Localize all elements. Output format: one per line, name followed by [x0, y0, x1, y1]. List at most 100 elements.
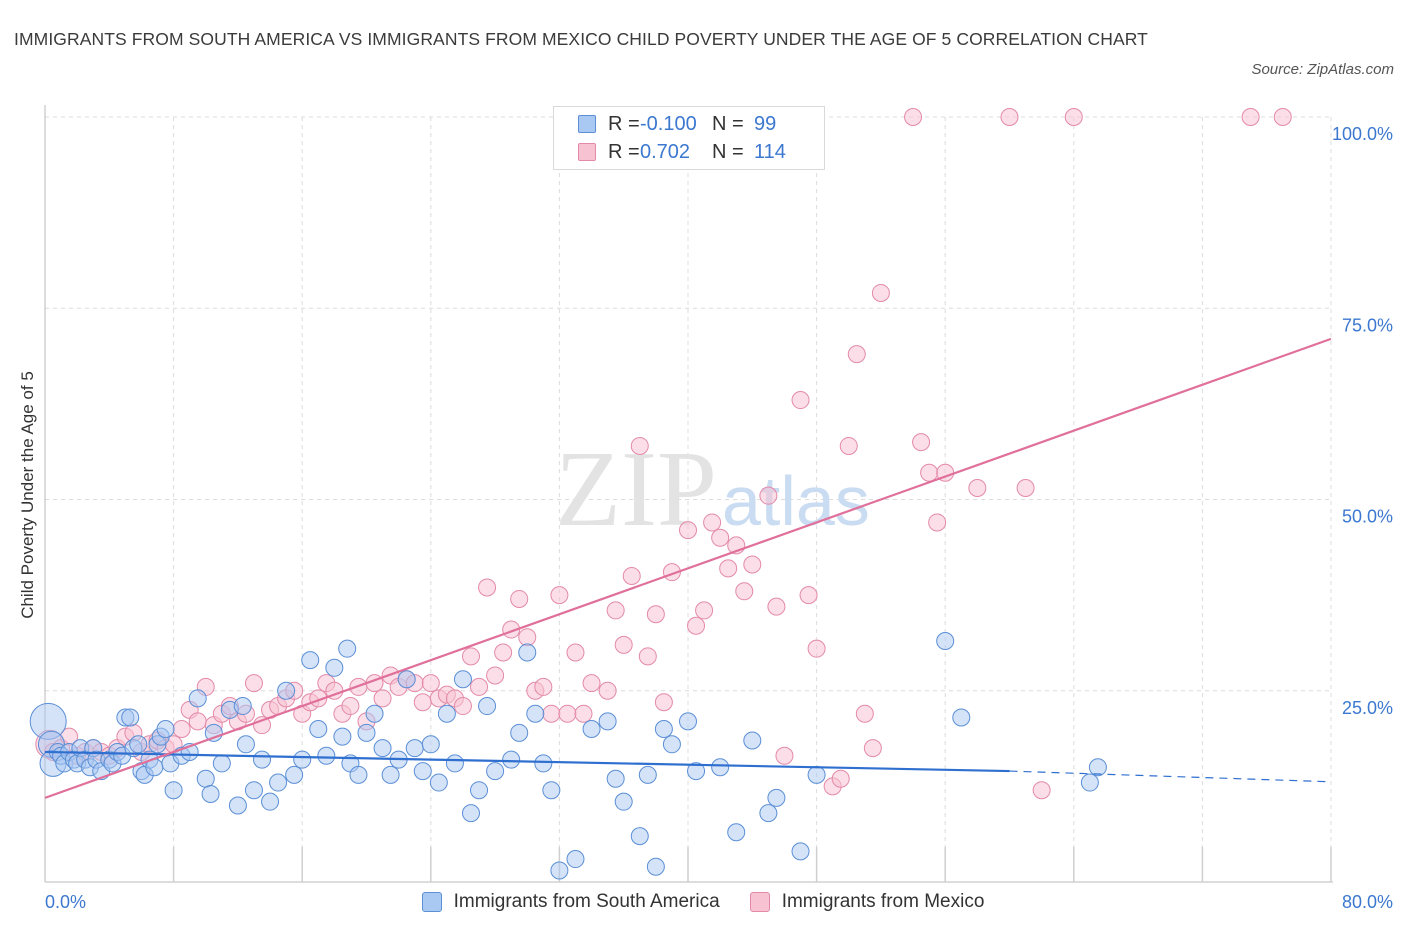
y-tick-label: 50.0%: [1342, 507, 1393, 527]
pink-swatch-icon: [749, 892, 770, 912]
south-america-point: [510, 723, 529, 742]
source-label: Source: ZipAtlas.com: [1251, 61, 1394, 78]
x-tick-label: 80.0%: [1342, 892, 1393, 912]
south-america-point: [253, 750, 272, 769]
mexico-point: [373, 689, 392, 708]
mexico-point: [743, 555, 762, 574]
trend-lines: [44, 337, 1332, 799]
south-america-point: [662, 735, 681, 754]
south-america-point: [309, 720, 328, 738]
mexico-point: [1000, 108, 1019, 126]
south-america-point: [478, 697, 497, 716]
stats-row-south-america: R = -0.100 N = 99: [578, 110, 776, 138]
south-america-point: [325, 658, 344, 677]
south-america-point: [317, 746, 336, 765]
south-america-point: [654, 720, 673, 738]
mexico-point: [1273, 108, 1292, 126]
mexico-point: [558, 704, 577, 723]
south-america-point: [461, 804, 480, 823]
mexico-point: [687, 616, 706, 635]
south-america-point: [614, 792, 633, 811]
n-value: 114: [754, 140, 786, 163]
mexico-point: [550, 586, 569, 605]
trend-line-south-america-extension: [1009, 770, 1332, 783]
mexico-point: [775, 746, 794, 765]
south-america-point: [338, 639, 357, 658]
mexico-point: [542, 704, 561, 723]
mexico-point: [912, 433, 931, 452]
mexico-point: [494, 643, 513, 662]
mexico-point: [920, 463, 939, 482]
mexico-point: [767, 597, 786, 616]
series-south-america-points: [29, 632, 1107, 880]
south-america-point: [598, 712, 617, 731]
mexico-point: [244, 674, 263, 693]
south-america-point: [679, 712, 697, 731]
mexico-point: [719, 559, 738, 578]
south-america-point: [606, 769, 625, 788]
south-america-point: [502, 750, 521, 769]
south-america-point: [381, 765, 400, 784]
mexico-point: [703, 513, 722, 532]
south-america-point: [156, 720, 175, 738]
south-america-point: [236, 735, 255, 754]
mexico-point: [534, 677, 553, 696]
south-america-point: [743, 731, 762, 750]
mexico-point: [470, 677, 489, 696]
south-america-point: [936, 632, 955, 651]
mexico-point: [968, 479, 987, 498]
y-tick-label: 100.0%: [1332, 124, 1393, 144]
south-america-point: [233, 697, 252, 716]
mexico-point: [518, 628, 537, 647]
tick-labels: 25.0% 50.0% 75.0% 100.0% 0.0% 80.0%: [45, 124, 1393, 912]
mexico-point: [341, 697, 360, 716]
mexico-point: [413, 693, 432, 712]
mexico-point: [574, 704, 593, 723]
mexico-point: [598, 681, 617, 700]
mexico-point: [421, 674, 440, 693]
legend-item-south-america[interactable]: Immigrants from South America: [421, 891, 720, 913]
mexico-point: [630, 436, 649, 455]
y-tick-label: 75.0%: [1342, 315, 1393, 335]
south-america-point: [373, 739, 392, 758]
south-america-point: [453, 670, 472, 689]
mexico-point: [759, 486, 778, 505]
mexico-point: [188, 712, 207, 731]
south-america-point: [526, 704, 545, 723]
south-america-point: [349, 765, 368, 784]
mexico-point: [646, 605, 665, 624]
south-america-point: [228, 796, 247, 815]
south-america-point: [277, 681, 296, 700]
mexico-point: [799, 586, 818, 605]
stats-row-mexico: R = 0.702 N = 114: [578, 138, 786, 166]
legend-label-south-america: Immigrants from South America: [453, 891, 720, 912]
mexico-point: [791, 391, 810, 410]
n-value: 99: [754, 112, 777, 135]
south-america-point: [188, 689, 207, 708]
mexico-point: [831, 769, 850, 788]
mexico-point: [839, 436, 858, 455]
mexico-point: [461, 647, 480, 666]
south-america-point: [405, 739, 424, 758]
mexico-point: [654, 693, 673, 712]
r-label: R =: [608, 140, 640, 163]
south-america-point: [582, 720, 601, 738]
south-america-point: [293, 750, 312, 769]
y-axis-label: Child Poverty Under the Age of 5: [18, 371, 37, 619]
south-america-point: [807, 765, 826, 784]
south-america-point: [244, 781, 263, 800]
south-america-point: [129, 735, 148, 754]
south-america-point: [759, 804, 778, 823]
south-america-point: [437, 704, 456, 723]
mexico-point: [735, 582, 754, 601]
south-america-point: [646, 857, 665, 876]
n-label: N =: [712, 140, 744, 163]
south-america-point: [470, 781, 489, 800]
mexico-point: [622, 567, 641, 585]
south-america-point: [196, 769, 215, 788]
legend-item-mexico[interactable]: Immigrants from Mexico: [749, 891, 985, 913]
legend-label-mexico: Immigrants from Mexico: [781, 891, 985, 912]
blue-swatch-icon: [578, 115, 596, 133]
mexico-point: [566, 643, 585, 662]
